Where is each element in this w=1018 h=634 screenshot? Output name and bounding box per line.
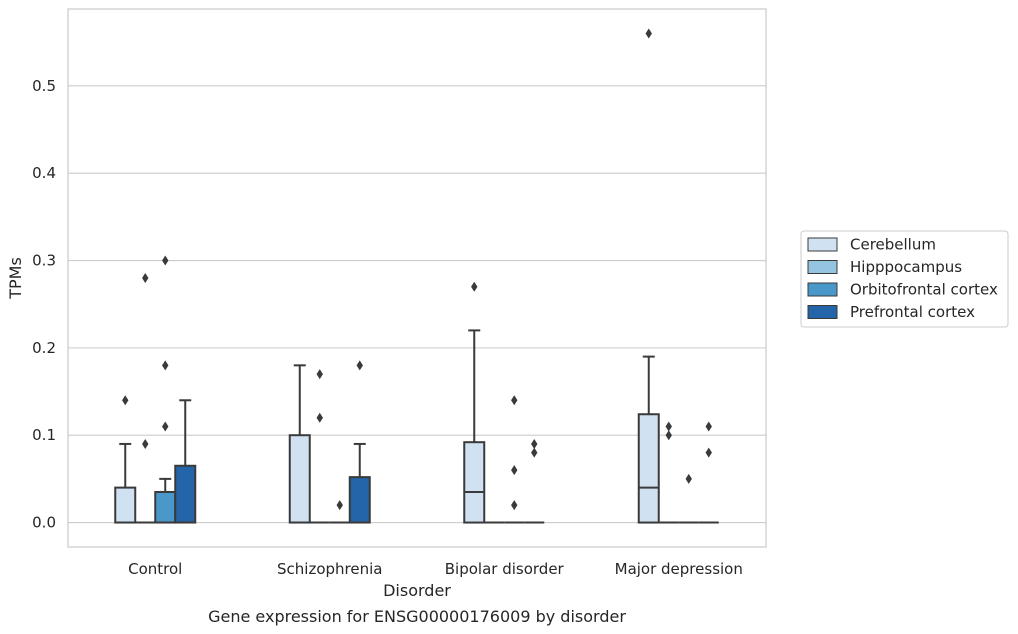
x-tick-label: Schizophrenia bbox=[277, 560, 382, 578]
box bbox=[174, 464, 197, 524]
outlier-point bbox=[645, 28, 652, 39]
box-2-0 bbox=[463, 281, 486, 524]
outlier-point bbox=[511, 465, 518, 476]
outlier-point bbox=[531, 438, 538, 449]
box-3-0 bbox=[637, 28, 660, 524]
x-tick-label: Control bbox=[128, 560, 182, 578]
outlier-point bbox=[705, 421, 712, 432]
x-axis-label: Disorder bbox=[383, 581, 451, 600]
box-0-1 bbox=[135, 273, 156, 524]
box bbox=[288, 434, 311, 524]
legend-frame bbox=[800, 230, 1009, 328]
box bbox=[463, 441, 486, 524]
box-1-0 bbox=[288, 364, 311, 524]
outlier-point bbox=[316, 412, 323, 423]
box-0-0 bbox=[114, 395, 137, 524]
box-3-3 bbox=[698, 421, 719, 524]
box-1-3 bbox=[348, 360, 371, 524]
y-tick-label: 0.0 bbox=[32, 514, 56, 532]
box-2-3 bbox=[524, 438, 545, 524]
legend-entry: Hipppocampus bbox=[850, 258, 962, 276]
legend-entry: Orbitofrontal cortex bbox=[850, 281, 998, 299]
outlier-point bbox=[316, 369, 323, 380]
legend-swatch bbox=[807, 305, 838, 319]
y-tick-label: 0.1 bbox=[32, 426, 56, 444]
box bbox=[154, 490, 177, 524]
outlier-point bbox=[162, 421, 169, 432]
legend: Cerebellum Hipppocampus Orbitofrontal cort… bbox=[800, 230, 1009, 328]
outlier-point bbox=[705, 447, 712, 458]
box-3-1 bbox=[658, 421, 679, 524]
outlier-point bbox=[356, 360, 363, 371]
outlier-point bbox=[162, 360, 169, 371]
box bbox=[348, 476, 371, 524]
box-0-2 bbox=[154, 255, 177, 524]
box bbox=[114, 486, 137, 524]
outlier-point bbox=[531, 447, 538, 458]
outlier-point bbox=[665, 430, 672, 441]
box bbox=[637, 413, 660, 524]
outlier-point bbox=[471, 281, 478, 292]
outlier-point bbox=[665, 421, 672, 432]
y-tick-label: 0.4 bbox=[32, 164, 56, 182]
y-tick-labels: 0.0 0.1 0.2 0.3 0.4 0.5 bbox=[32, 77, 56, 532]
legend-swatch bbox=[807, 260, 838, 274]
outlier-point bbox=[142, 273, 149, 283]
x-tick-label: Bipolar disorder bbox=[445, 560, 565, 578]
y-tick-label: 0.3 bbox=[32, 252, 56, 270]
plot-area bbox=[114, 28, 719, 524]
outlier-point bbox=[511, 500, 518, 511]
outlier-point bbox=[685, 473, 692, 484]
box-0-3 bbox=[174, 399, 197, 524]
box-3-2 bbox=[678, 473, 699, 524]
grid-lines bbox=[68, 85, 766, 524]
outlier-point bbox=[122, 395, 129, 406]
box-1-1 bbox=[309, 369, 330, 524]
box-1-2 bbox=[329, 500, 350, 524]
outlier-point bbox=[336, 500, 343, 511]
outlier-point bbox=[142, 438, 149, 449]
plot-frame bbox=[67, 8, 767, 548]
y-tick-label: 0.2 bbox=[32, 339, 56, 357]
legend-entry: Prefrontal cortex bbox=[850, 303, 975, 321]
legend-swatch bbox=[807, 237, 838, 252]
x-tick-label: Major depression bbox=[615, 560, 743, 578]
y-axis-label: TPMs bbox=[6, 257, 25, 300]
legend-entry: Cerebellum bbox=[850, 236, 936, 254]
outlier-point bbox=[511, 395, 518, 406]
box-2-2 bbox=[504, 395, 525, 524]
legend-swatch bbox=[807, 282, 838, 297]
y-tick-label: 0.5 bbox=[32, 77, 56, 95]
chart-title: Gene expression for ENSG00000176009 by d… bbox=[208, 607, 626, 626]
x-tick-labels: Control Schizophrenia Bipolar disorder Majo… bbox=[128, 560, 743, 578]
outlier-point bbox=[162, 255, 169, 266]
